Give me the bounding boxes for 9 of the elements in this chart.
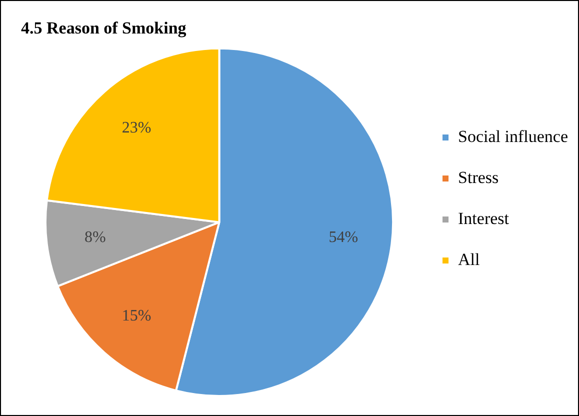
legend-label: Stress: [458, 168, 499, 187]
legend-label: Social influence: [458, 126, 568, 146]
chart-title: 4.5 Reason of Smoking: [21, 18, 187, 38]
data-label: 8%: [84, 229, 106, 246]
data-label: 15%: [122, 307, 152, 324]
data-label: 54%: [328, 229, 358, 246]
legend-label: Interest: [458, 208, 510, 228]
data-label: 23%: [122, 120, 152, 137]
legend-label: All: [458, 250, 480, 269]
